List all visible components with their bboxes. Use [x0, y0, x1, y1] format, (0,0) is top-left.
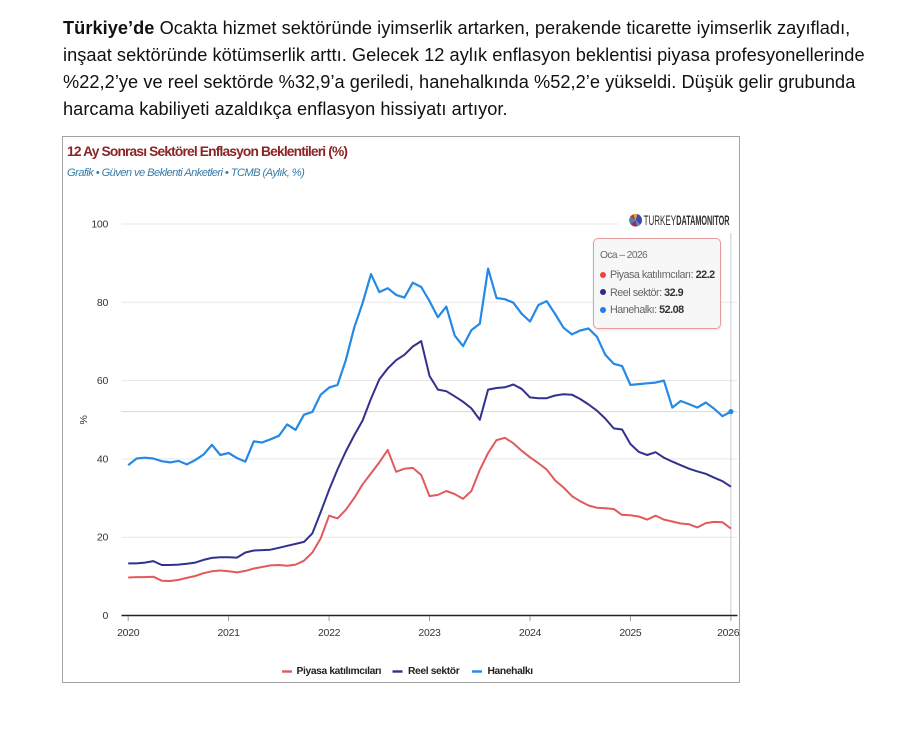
svg-text:40: 40 [97, 453, 109, 465]
svg-text:2023: 2023 [418, 627, 441, 639]
svg-text:2022: 2022 [318, 627, 341, 639]
svg-text:2026: 2026 [717, 627, 740, 639]
svg-text:2021: 2021 [218, 627, 241, 639]
svg-text:2024: 2024 [519, 627, 542, 639]
svg-text:%: % [78, 415, 90, 424]
svg-text:2020: 2020 [117, 627, 140, 639]
svg-text:20: 20 [97, 532, 109, 544]
svg-text:0: 0 [102, 610, 108, 622]
svg-text:80: 80 [97, 297, 109, 309]
svg-text:TURKEYDATAMONITOR: TURKEYDATAMONITOR [644, 213, 730, 228]
svg-text:60: 60 [97, 375, 109, 387]
svg-text:100: 100 [91, 219, 108, 231]
svg-text:2025: 2025 [619, 627, 642, 639]
